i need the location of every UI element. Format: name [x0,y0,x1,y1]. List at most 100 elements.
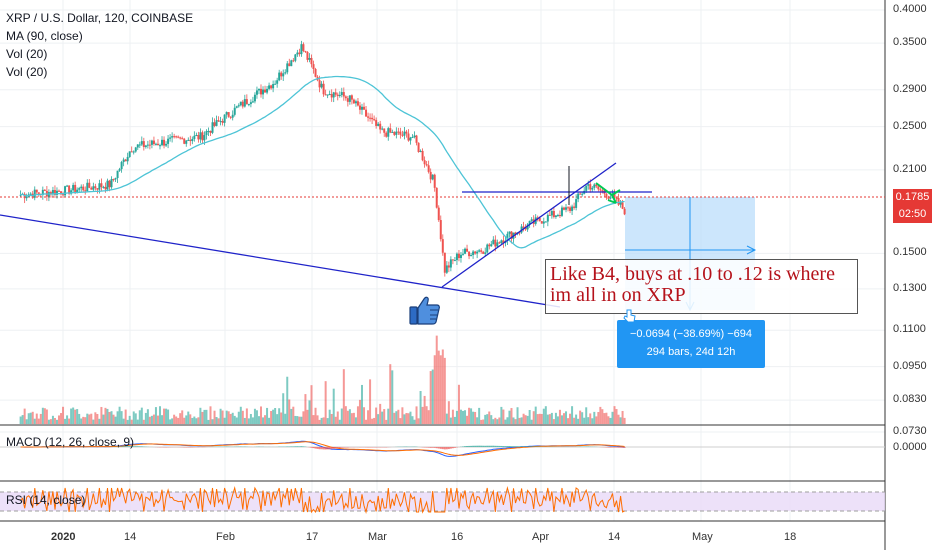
candle[interactable] [201,132,204,141]
candle[interactable] [124,159,127,162]
candle[interactable] [187,139,190,141]
candle[interactable] [126,156,129,162]
candle[interactable] [401,134,404,136]
candle[interactable] [130,151,133,153]
measure-label[interactable]: −0.0694 (−38.69%) −694 294 bars, 24d 12h [617,320,765,368]
candle[interactable] [472,251,475,256]
candle[interactable] [554,215,557,218]
candle[interactable] [60,191,63,195]
candle[interactable] [326,94,329,96]
candle[interactable] [219,120,222,122]
candle[interactable] [455,253,458,261]
candle[interactable] [110,179,113,188]
candle[interactable] [203,135,206,141]
candle[interactable] [567,207,570,209]
candle[interactable] [257,88,260,91]
candle[interactable] [575,199,578,208]
candle[interactable] [518,232,521,234]
candle[interactable] [193,135,196,139]
candle[interactable] [502,240,505,243]
candle[interactable] [41,189,44,195]
candle[interactable] [581,193,584,195]
candle[interactable] [445,265,448,273]
candle[interactable] [550,210,553,216]
candle[interactable] [158,145,161,147]
vol-legend[interactable]: Vol (20) [6,47,48,61]
candle[interactable] [623,208,626,215]
candle[interactable] [264,89,267,93]
candle[interactable] [587,184,590,186]
candle[interactable] [601,190,604,192]
candle[interactable] [272,84,275,89]
candle[interactable] [356,101,359,106]
candle[interactable] [621,202,624,209]
candle[interactable] [464,248,467,254]
candle[interactable] [530,219,533,221]
candle[interactable] [542,221,545,224]
candle[interactable] [120,162,123,170]
candle[interactable] [391,131,394,133]
candle[interactable] [522,226,525,228]
candle[interactable] [66,185,69,187]
candle[interactable] [443,252,446,273]
candle[interactable] [548,214,551,216]
candle[interactable] [86,182,89,192]
candle[interactable] [150,140,153,145]
candle[interactable] [334,92,337,95]
candle[interactable] [156,143,159,146]
candle[interactable] [348,95,351,102]
candle[interactable] [395,131,398,135]
candle[interactable] [478,250,481,252]
candle[interactable] [484,252,487,254]
candle[interactable] [488,244,491,247]
candle[interactable] [510,231,513,239]
candle[interactable] [175,136,178,138]
candle[interactable] [342,92,345,97]
candle[interactable] [492,239,495,245]
candle[interactable] [181,138,184,140]
candle[interactable] [330,94,333,98]
candle[interactable] [352,99,355,104]
candle[interactable] [591,187,594,190]
candle[interactable] [241,101,244,107]
rsi-legend[interactable]: RSI (14, close) [6,493,86,507]
candle[interactable] [205,131,208,136]
candle[interactable] [288,63,291,67]
candle[interactable] [409,137,412,141]
candle[interactable] [142,141,145,148]
candle[interactable] [298,52,301,55]
candle[interactable] [338,94,341,96]
candle[interactable] [197,135,200,140]
candle[interactable] [506,233,509,241]
candle[interactable] [134,147,137,152]
candle[interactable] [453,260,456,262]
candle[interactable] [381,128,384,130]
candle[interactable] [57,190,60,192]
candle[interactable] [116,170,119,179]
candle[interactable] [98,183,101,190]
candle[interactable] [122,159,125,163]
candle[interactable] [191,138,194,142]
candle[interactable] [423,160,426,165]
candle[interactable] [259,88,262,95]
candle[interactable] [476,251,479,254]
candle[interactable] [284,72,287,74]
candle[interactable] [579,193,582,195]
candle[interactable] [486,244,489,253]
candle[interactable] [108,180,111,188]
candle[interactable] [138,144,141,146]
candle[interactable] [605,193,608,198]
candle[interactable] [350,95,353,100]
candle[interactable] [207,130,210,132]
candle[interactable] [112,179,115,181]
candle[interactable] [312,64,315,70]
candle[interactable] [482,251,485,254]
candle[interactable] [597,186,600,190]
ma-legend[interactable]: MA (90, close) [6,29,83,43]
candle[interactable] [102,186,105,188]
symbol-title[interactable]: XRP / U.S. Dollar, 120, COINBASE [6,11,194,25]
macd-legend[interactable]: MACD (12, 26, close, 9) [6,435,135,449]
candle[interactable] [399,131,402,135]
candle[interactable] [332,92,335,98]
candle[interactable] [62,194,65,196]
